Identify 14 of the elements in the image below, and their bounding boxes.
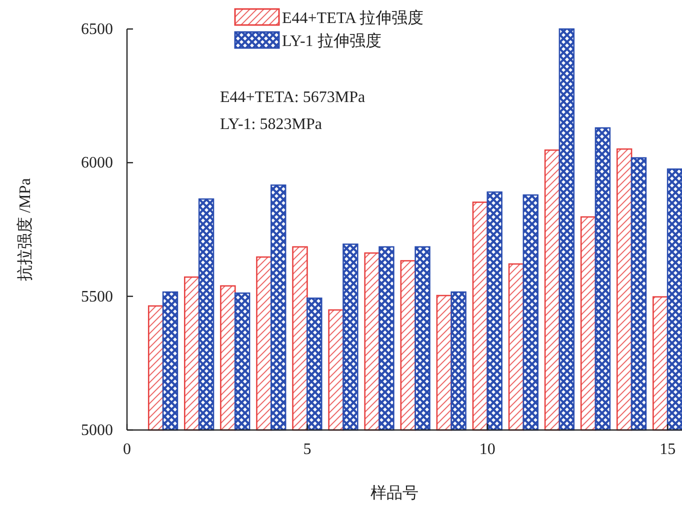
x-axis-title: 样品号 <box>370 484 418 502</box>
y-tick-label: 5000 <box>81 422 113 439</box>
annotation: E44+TETA: 5673MPa <box>220 89 366 106</box>
x-tick-label: 10 <box>479 441 496 458</box>
x-tick-label: 0 <box>123 441 131 458</box>
y-tick-label: 5500 <box>81 288 113 306</box>
legend-label: E44+TETA 拉伸强度 <box>282 9 424 27</box>
legend-label: LY-1 拉伸强度 <box>282 32 382 50</box>
y-tick-label: 6000 <box>81 154 113 172</box>
x-tick-label: 5 <box>303 441 312 458</box>
annotation: LY-1: 5823MPa <box>220 116 322 133</box>
y-axis-title: 抗拉强度 /MPa <box>16 178 34 281</box>
x-tick-label: 15 <box>660 441 676 458</box>
y-tick-label: 6500 <box>81 21 113 38</box>
